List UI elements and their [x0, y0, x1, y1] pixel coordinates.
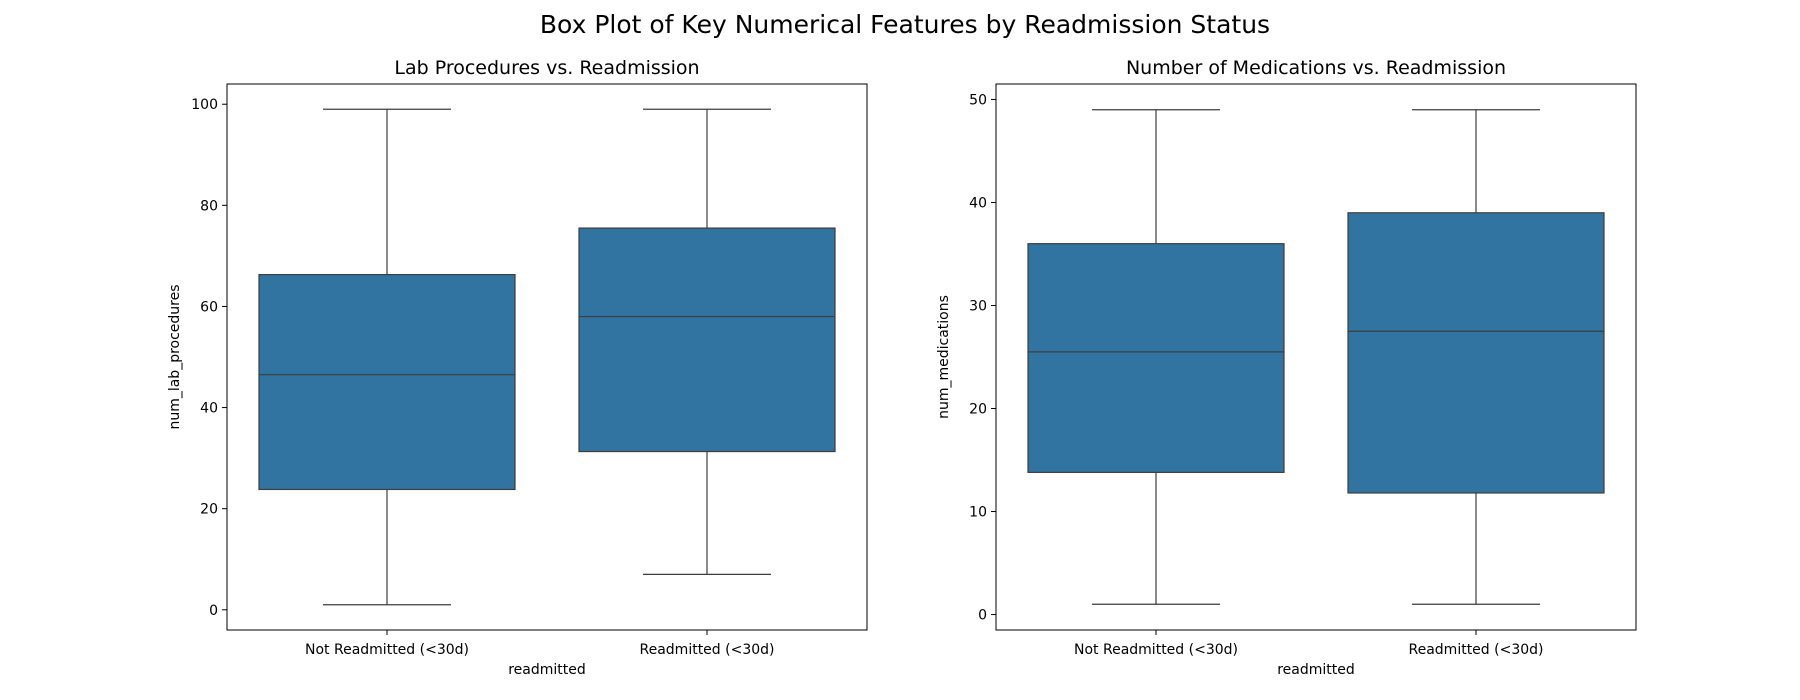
- y-tick-label: 50: [969, 92, 987, 108]
- chart-title: Lab Procedures vs. Readmission: [394, 57, 699, 79]
- y-tick-label: 40: [200, 401, 218, 417]
- box-1: [258, 108, 516, 606]
- box-2: [1347, 109, 1605, 605]
- y-tick-label: 30: [969, 298, 987, 314]
- y-tick-label: 60: [200, 299, 218, 315]
- figure-suptitle: Box Plot of Key Numerical Features by Re…: [540, 10, 1270, 39]
- x-tick-label: Not Readmitted (<30d): [305, 642, 469, 658]
- subplot-panels: Lab Procedures vs. Readmission 0 20 40 60 80 1…: [167, 57, 1637, 678]
- x-tick-label: Readmitted (<30d): [1409, 642, 1544, 658]
- y-tick-label: 10: [969, 505, 987, 521]
- x-tick-label: Readmitted (<30d): [640, 642, 775, 658]
- axes-frame: [226, 83, 868, 631]
- iqr-box: [578, 227, 836, 453]
- x-axis-label: readmitted: [508, 662, 586, 678]
- x-axis-label: readmitted: [1277, 662, 1355, 678]
- y-axis-label: num_lab_procedures: [167, 284, 183, 429]
- y-tick-label: 80: [200, 198, 218, 214]
- y-tick-label: 20: [969, 402, 987, 418]
- y-tick-label: 0: [209, 603, 218, 619]
- x-tick-label: Not Readmitted (<30d): [1074, 642, 1238, 658]
- iqr-box: [258, 273, 516, 491]
- chart-panel-1: Lab Procedures vs. Readmission 0 20 40 60 80 1…: [167, 57, 868, 678]
- y-tick-label: 100: [191, 97, 218, 113]
- y-tick-label: 20: [200, 502, 218, 518]
- iqr-box: [1027, 243, 1285, 473]
- y-tick-label: 0: [978, 608, 987, 624]
- chart-title: Number of Medications vs. Readmission: [1126, 57, 1506, 79]
- box-1: [1027, 109, 1285, 605]
- iqr-box: [1347, 212, 1605, 494]
- y-axis-label: num_medications: [936, 295, 952, 419]
- box-2: [578, 108, 836, 575]
- chart-panel-2: Number of Medications vs. Readmission 0 10…: [936, 57, 1637, 678]
- y-tick-label: 40: [969, 195, 987, 211]
- axes-frame: [995, 83, 1637, 631]
